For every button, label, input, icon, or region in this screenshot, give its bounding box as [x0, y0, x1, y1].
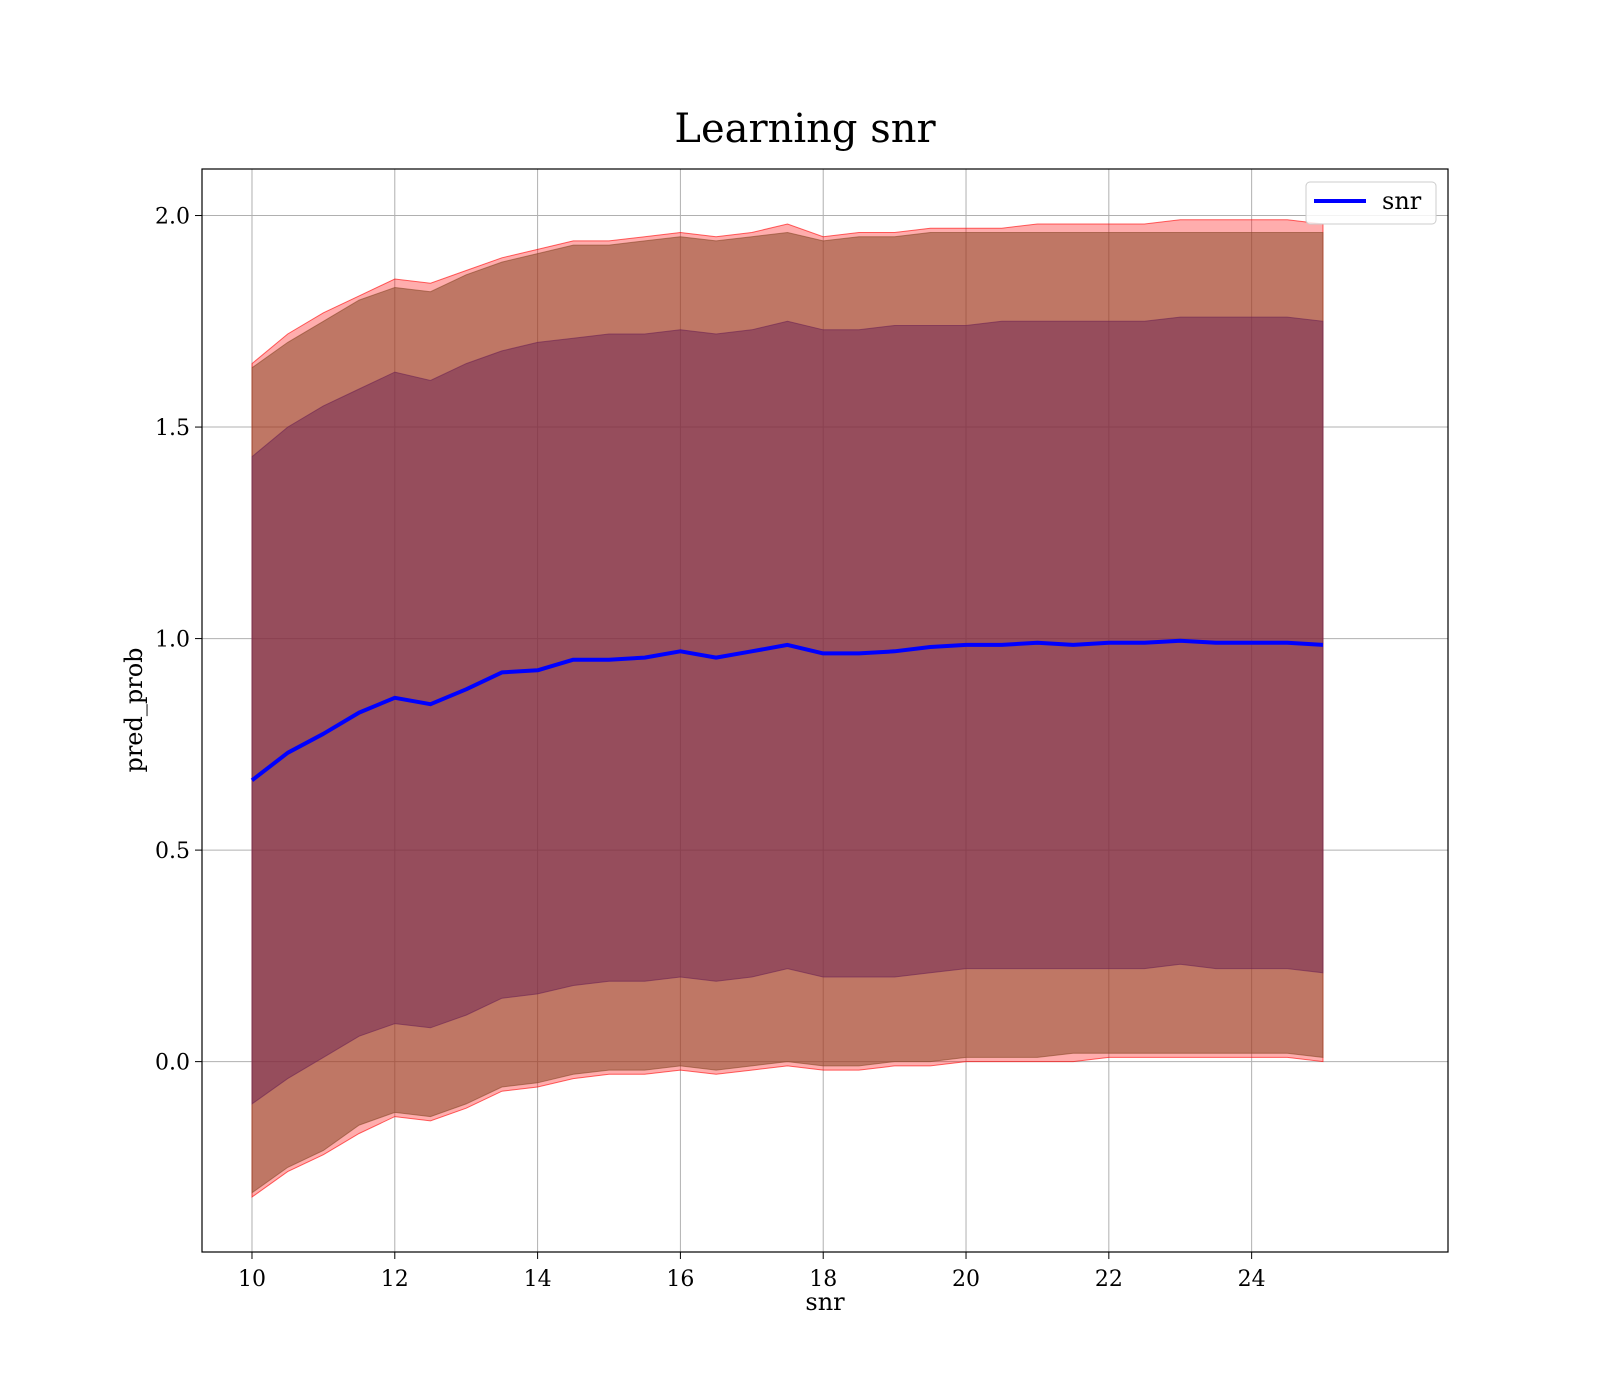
legend-box: [1305, 181, 1437, 225]
y-tick-label: 0.0: [155, 1051, 190, 1076]
legend-label-snr: snr: [1382, 187, 1422, 215]
series-lines: [250, 638, 1324, 782]
y-tick-label: 0.5: [155, 839, 190, 864]
y-tick-label: 2.0: [155, 205, 190, 230]
chart-title: Learning snr: [674, 106, 936, 152]
x-tick-label: 16: [666, 1267, 694, 1292]
confidence-bands: [251, 219, 1324, 1198]
x-tick-label: 10: [238, 1267, 266, 1292]
y-tick-label: 1.0: [155, 628, 190, 653]
x-tick-label: 20: [952, 1267, 980, 1292]
legend: snr: [1305, 181, 1437, 225]
y-axis-label: pred_prob: [120, 647, 148, 772]
axis-ticks: 10 12 14 16 18 20 22 24 0.0 0.5 1.0 1.5 2.0: [155, 205, 1266, 1292]
x-tick-label: 18: [809, 1267, 837, 1292]
x-tick-label: 22: [1095, 1267, 1123, 1292]
x-tick-label: 12: [381, 1267, 409, 1292]
plot-area-frame: [201, 168, 1449, 1253]
confidence-band-3: [251, 316, 1324, 1105]
y-tick-label: 1.5: [155, 416, 190, 441]
x-tick-label: 24: [1238, 1267, 1266, 1292]
x-tick-label: 14: [524, 1267, 552, 1292]
x-axis-label: snr: [805, 1288, 845, 1316]
series-line-snr: [250, 638, 1324, 782]
